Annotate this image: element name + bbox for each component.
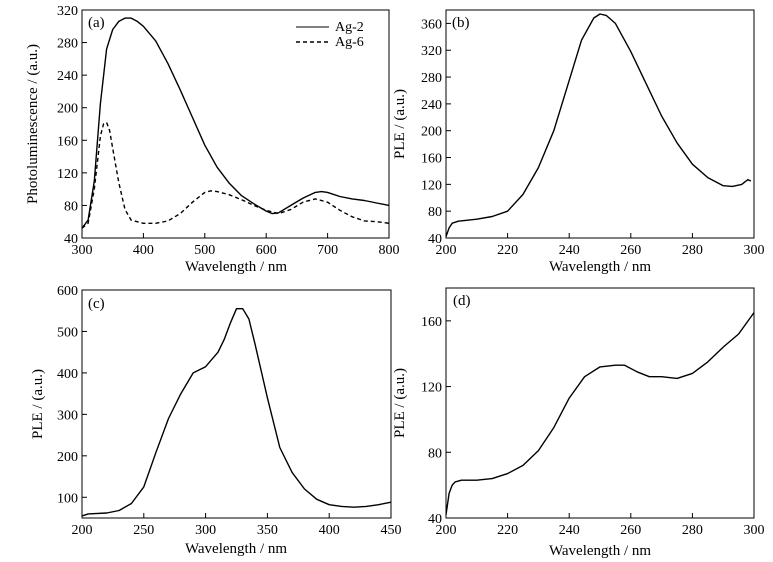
panel-d-x-tick-label: 260 <box>620 523 641 538</box>
panel-c-x-tick-label: 350 <box>257 523 278 538</box>
panel-c-ple-chart: (c) 200 250 300 350 400 450 100 200 300 400 500 600… <box>30 284 402 557</box>
panel-b-frame <box>445 9 755 239</box>
panel-a-y-tick-label: 280 <box>57 37 78 52</box>
panel-d-x-tick-label: 220 <box>497 523 518 538</box>
panel-b-y-tick-label: 280 <box>421 71 442 86</box>
panel-d-x-axis-title: Wavelength / nm <box>549 543 651 559</box>
panel-d-x-tick-label: 240 <box>559 523 580 538</box>
panel-a-x-tick-label: 300 <box>72 243 93 258</box>
panel-b-x-tick-label: 260 <box>620 243 641 258</box>
panel-b-series <box>445 13 752 237</box>
panel-a-y-tick-label: 320 <box>57 4 78 19</box>
panel-d-x-tick-label: 300 <box>744 523 765 538</box>
panel-a-y-tick-label: 40 <box>64 232 78 247</box>
panel-b-y-tick-label: 40 <box>428 232 442 247</box>
panel-d-y-tick-label: 160 <box>421 315 442 330</box>
panel-a-x-tick-label: 700 <box>317 243 338 258</box>
panel-c-y-tick-label: 300 <box>57 408 78 423</box>
panel-d-y-tick-label: 120 <box>421 381 442 396</box>
panel-a-photoluminescence-chart: (a) 300 400 500 600 700 800 40 80 120 160 200 240 28… <box>25 4 400 275</box>
panel-d-series <box>445 312 755 515</box>
panel-a-y-tick-label: 120 <box>57 167 78 182</box>
panel-c-series-line-ple <box>81 308 392 517</box>
panel-b-series-line-ple <box>445 13 752 237</box>
panel-b-y-tick-label: 80 <box>428 205 442 220</box>
panel-b-x-tick-label: 200 <box>436 243 457 258</box>
panel-a-y-tick-label: 240 <box>57 69 78 84</box>
panel-b-x-tick-label: 280 <box>682 243 703 258</box>
panel-c-x-axis-title: Wavelength / nm <box>185 541 287 557</box>
panel-d-frame <box>445 287 755 519</box>
panel-a-x-tick-label: 400 <box>133 243 154 258</box>
panel-c-y-tick-label: 500 <box>57 325 78 340</box>
panel-a-ticks: 300 400 500 600 700 800 40 80 120 160 200 240 280 320 <box>57 4 400 258</box>
panel-c-x-tick-label: 450 <box>381 523 402 538</box>
panel-b-y-tick-label: 240 <box>421 98 442 113</box>
panel-d-x-tick-label: 280 <box>682 523 703 538</box>
panel-d-ticks: 200 220 240 260 280 300 40 80 120 160 <box>421 315 765 538</box>
panel-a-x-axis-title: Wavelength / nm <box>185 259 287 275</box>
panel-a-y-tick-label: 160 <box>57 134 78 149</box>
panel-b-y-tick-label: 200 <box>421 125 442 140</box>
panel-d-y-tick-label: 40 <box>428 512 442 527</box>
panel-b-x-tick-label: 220 <box>497 243 518 258</box>
panel-c-y-tick-label: 400 <box>57 367 78 382</box>
panel-d-y-axis-title: PLE / (a.u.) <box>392 368 408 438</box>
panel-c-frame <box>81 289 392 519</box>
panel-a-frame <box>81 9 390 239</box>
panel-a-x-tick-label: 500 <box>194 243 215 258</box>
panel-a-x-tick-label: 600 <box>256 243 277 258</box>
panel-b-y-tick-label: 320 <box>421 44 442 59</box>
panel-d-series-line-ple <box>445 312 755 515</box>
panel-a-series-line-ag-6 <box>81 121 390 229</box>
panel-b-y-tick-label: 160 <box>421 152 442 167</box>
panel-a-x-tick-label: 800 <box>379 243 400 258</box>
legend-ag6-label: Ag-6 <box>335 35 364 50</box>
panel-c-series <box>81 308 392 517</box>
panel-b-ticks: 200 220 240 260 280 300 40 80 120 160 200 240 280 320… <box>421 17 765 258</box>
panel-c-y-axis-title: PLE / (a.u.) <box>30 369 46 439</box>
panel-a-series <box>81 17 390 229</box>
panel-a-label: (a) <box>88 15 105 31</box>
panel-b-y-tick-label: 120 <box>421 178 442 193</box>
panel-a-legend: Ag-2 Ag-6 <box>296 20 364 50</box>
panel-b-y-axis-title: PLE / (a.u.) <box>392 89 408 159</box>
panel-d-label: (d) <box>453 293 471 309</box>
panel-a-series-line-ag-2 <box>81 17 390 229</box>
panel-a-y-axis-title: Photoluminescence / (a.u.) <box>25 44 41 204</box>
panel-b-x-axis-title: Wavelength / nm <box>549 259 651 275</box>
legend-ag2-label: Ag-2 <box>335 20 364 35</box>
panel-c-label: (c) <box>88 296 105 312</box>
panel-c-x-tick-label: 200 <box>72 523 93 538</box>
panel-b-y-tick-label: 360 <box>421 17 442 32</box>
panel-c-x-tick-label: 300 <box>195 523 216 538</box>
panel-d-y-tick-label: 80 <box>428 446 442 461</box>
panel-d-x-tick-label: 200 <box>436 523 457 538</box>
panel-c-x-tick-label: 250 <box>133 523 154 538</box>
panel-b-ple-chart: (b) 200 220 240 260 280 300 40 80 120 160 200 240 28… <box>392 9 765 275</box>
panel-a-y-tick-label: 200 <box>57 102 78 117</box>
panel-b-label: (b) <box>452 15 470 31</box>
panel-b-x-tick-label: 240 <box>559 243 580 258</box>
panel-c-x-tick-label: 400 <box>319 523 340 538</box>
panel-a-y-tick-label: 80 <box>64 199 78 214</box>
panel-b-x-tick-label: 300 <box>744 243 765 258</box>
panel-c-y-tick-label: 200 <box>57 450 78 465</box>
panel-d-ple-chart: (d) 200 220 240 260 280 300 40 80 120 160 Wavelen… <box>392 287 765 559</box>
panel-c-y-tick-label: 600 <box>57 284 78 299</box>
panel-c-y-tick-label: 100 <box>57 491 78 506</box>
panel-c-ticks: 200 250 300 350 400 450 100 200 300 400 500 600 <box>57 284 402 538</box>
